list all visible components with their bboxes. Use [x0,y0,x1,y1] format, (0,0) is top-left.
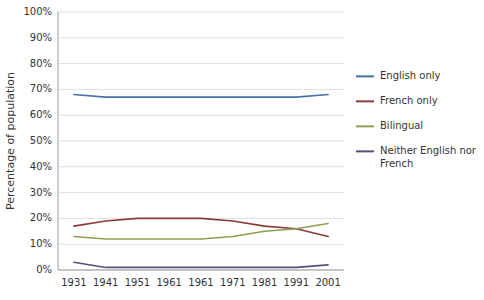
y-tick-label: 60% [30,109,52,120]
y-tick-label: 0% [36,264,52,275]
y-axis-line [58,12,59,270]
series-line [74,224,328,239]
legend-label: French only [380,95,438,106]
x-tick-label: 1941 [93,277,118,288]
y-tick-label: 20% [30,212,52,223]
grid-line [58,115,344,116]
grid-line [58,37,344,38]
y-tick-label: 10% [30,238,52,249]
x-tick-label: 1961 [188,277,213,288]
series-line [74,218,328,236]
grid-line [58,270,344,271]
grid-line [58,89,344,90]
x-tick-label: 1951 [125,277,150,288]
x-tick-label: 1961 [156,277,181,288]
y-tick-label: 40% [30,161,52,172]
x-axis-line [58,270,344,271]
y-tick-label: 80% [30,58,52,69]
y-tick-label: 30% [30,187,52,198]
grid-line [58,244,344,245]
legend-swatch [356,75,374,77]
x-tick-label: 1971 [220,277,245,288]
series-line [74,262,328,267]
x-tick-label: 1931 [61,277,86,288]
x-tick-label: 2001 [315,277,340,288]
y-tick-label: 50% [30,135,52,146]
legend-label: English only [380,70,441,81]
y-grid [58,12,344,270]
x-axis: 1931 1941 1951 1961 1961 1971 1981 1991 2001 [61,277,341,288]
y-tick-label: 100% [23,6,52,17]
plot-lines [74,95,328,268]
y-axis-title: Percentage of population [4,72,17,210]
y-axis: 0% 10% 20% 30% 40% 50% 60% 70% 80% 90% 100% [23,6,52,275]
x-tick-label: 1981 [252,277,277,288]
legend-label: Neither English norFrench [380,145,477,169]
grid-line [58,192,344,193]
grid-line [58,141,344,142]
grid-line [58,63,344,64]
grid-line [58,166,344,167]
series-line [74,95,328,98]
chart: 0% 10% 20% 30% 40% 50% 60% 70% 80% 90% 100% Percent… [0,0,484,300]
legend: English only French only Bilingual Neither … [356,70,477,169]
x-tick-label: 1991 [284,277,309,288]
y-tick-label: 70% [30,83,52,94]
legend-swatch [356,125,374,127]
legend-swatch [356,100,374,102]
grid-line [58,12,344,13]
legend-label: Bilingual [380,120,423,131]
y-tick-label: 90% [30,32,52,43]
legend-swatch [356,150,374,152]
